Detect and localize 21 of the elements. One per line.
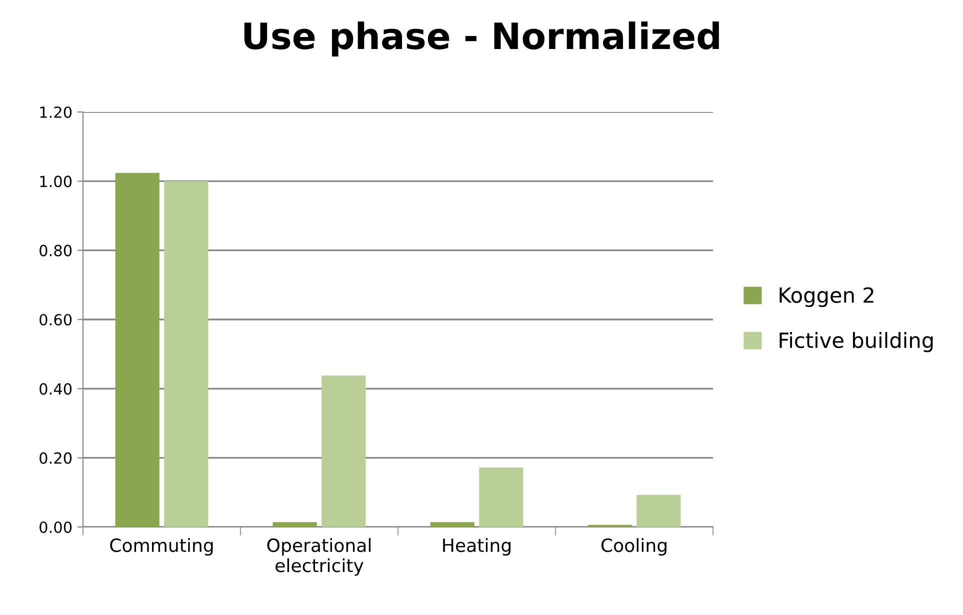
bar — [430, 522, 474, 527]
y-tick-label: 1.00 — [40, 176, 72, 188]
y-tick-label: 0.20 — [40, 452, 72, 464]
x-tick-label: Operational electricity — [267, 538, 371, 576]
y-tick-label: 0.80 — [40, 244, 72, 256]
x-tick-label: Commuting — [110, 538, 213, 556]
legend-label: Koggen 2 — [780, 287, 874, 307]
bar — [272, 522, 317, 527]
bar — [322, 376, 366, 527]
legend-label: Fictive building — [780, 332, 933, 352]
y-tick-label: 0.00 — [40, 521, 72, 534]
bar — [636, 494, 681, 527]
chart-title: Use phase - Normalized — [244, 22, 719, 56]
y-tick-label: 1.20 — [40, 106, 72, 118]
y-tick-label: 0.60 — [40, 314, 72, 326]
y-tick-label: 0.40 — [40, 383, 72, 395]
bar — [164, 181, 208, 527]
bar — [479, 468, 524, 527]
x-tick-label: Heating — [443, 538, 510, 556]
x-tick-label: Cooling — [601, 538, 666, 556]
bar — [115, 172, 160, 527]
